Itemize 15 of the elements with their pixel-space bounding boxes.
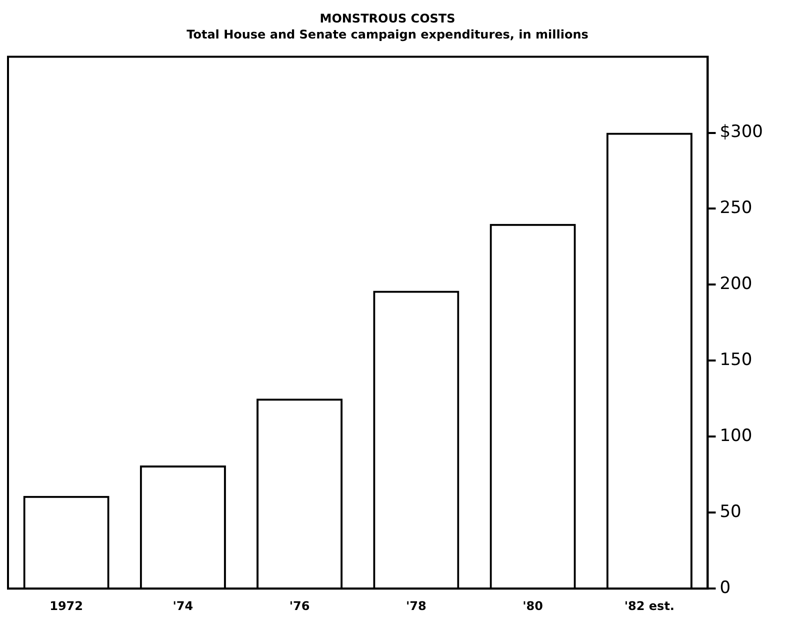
y-tick-label: 150	[720, 350, 752, 370]
x-tick-label: '78	[406, 598, 426, 613]
y-tick-label: 200	[720, 274, 752, 294]
y-tick-label: 100	[720, 426, 752, 446]
x-tick-label: 1972	[50, 598, 84, 613]
x-tick-label: '74	[172, 598, 194, 613]
x-tick-label: '82 est.	[624, 598, 674, 613]
y-tick-label: 50	[720, 502, 742, 522]
x-tick-label: '80	[522, 598, 543, 613]
x-tick-label: '76	[289, 598, 310, 613]
chart-subtitle: Total House and Senate campaign expenditures, in millions	[186, 28, 588, 42]
y-tick-label: 0	[720, 578, 731, 598]
chart-title: MONSTROUS COSTS	[320, 11, 456, 26]
y-tick-label: 250	[720, 198, 752, 218]
y-tick-label: $300	[720, 122, 763, 142]
